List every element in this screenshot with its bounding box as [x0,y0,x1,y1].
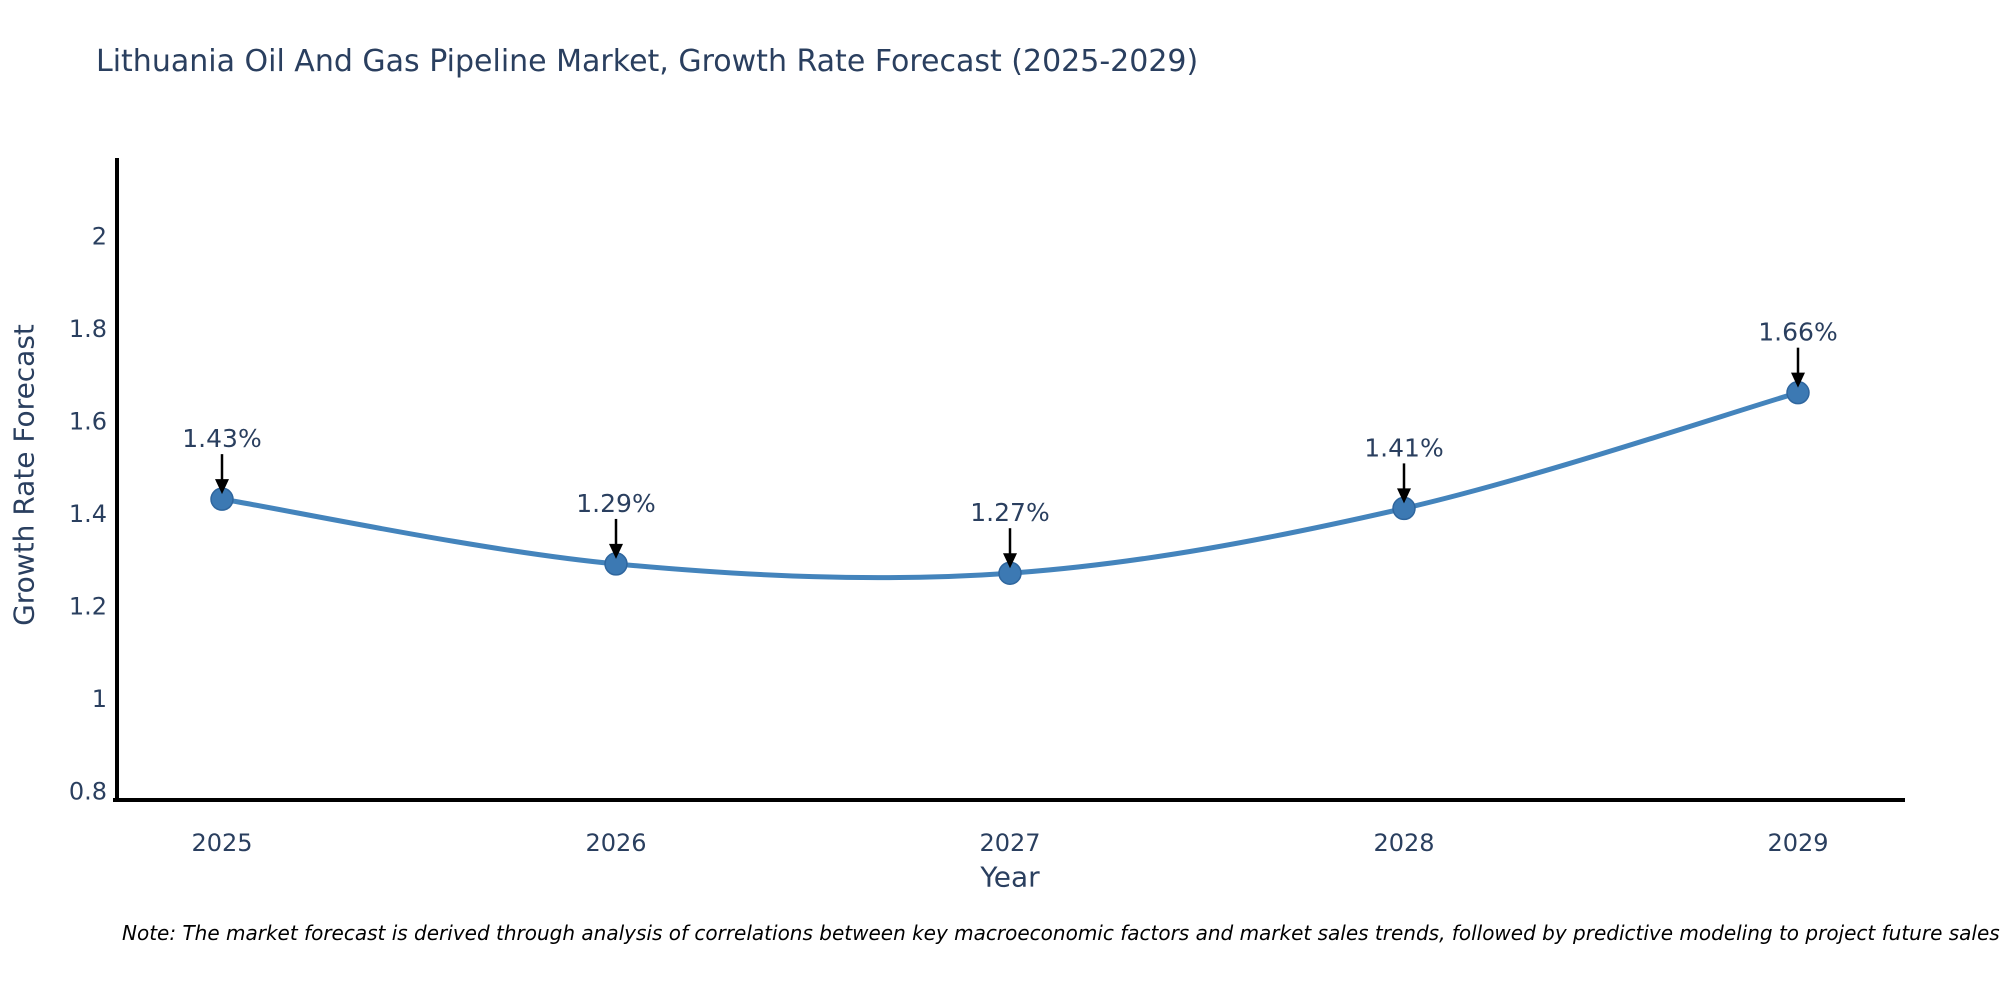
y-tick-label: 1.2 [69,593,107,621]
y-tick-label: 2 [92,222,107,250]
y-tick-label: 1.4 [69,500,107,528]
chart-title: Lithuania Oil And Gas Pipeline Market, G… [96,44,1199,79]
y-tick-label: 0.8 [69,778,107,806]
x-tick-label: 2029 [1767,829,1828,857]
data-point-label: 1.66% [1758,318,1837,347]
annotation-arrow-head [215,479,229,495]
y-tick-label: 1.6 [69,407,107,435]
y-tick-label: 1.8 [69,315,107,343]
data-point-label: 1.41% [1364,433,1443,462]
footnote: Note: The market forecast is derived thr… [122,921,2000,945]
data-point-label: 1.29% [576,489,655,518]
x-tick-label: 2028 [1373,829,1434,857]
x-tick-label: 2026 [585,829,646,857]
data-point-label: 1.43% [182,424,261,453]
y-tick-label: 1 [92,685,107,713]
x-axis-title: Year [980,860,1040,894]
annotation-arrow-head [609,543,623,559]
annotation-arrow-head [1791,372,1805,388]
data-point-label: 1.27% [970,498,1049,527]
x-tick-label: 2025 [191,829,252,857]
annotation-arrow-head [1003,553,1017,569]
x-tick-label: 2027 [979,829,1040,857]
annotation-arrow-head [1397,488,1411,504]
